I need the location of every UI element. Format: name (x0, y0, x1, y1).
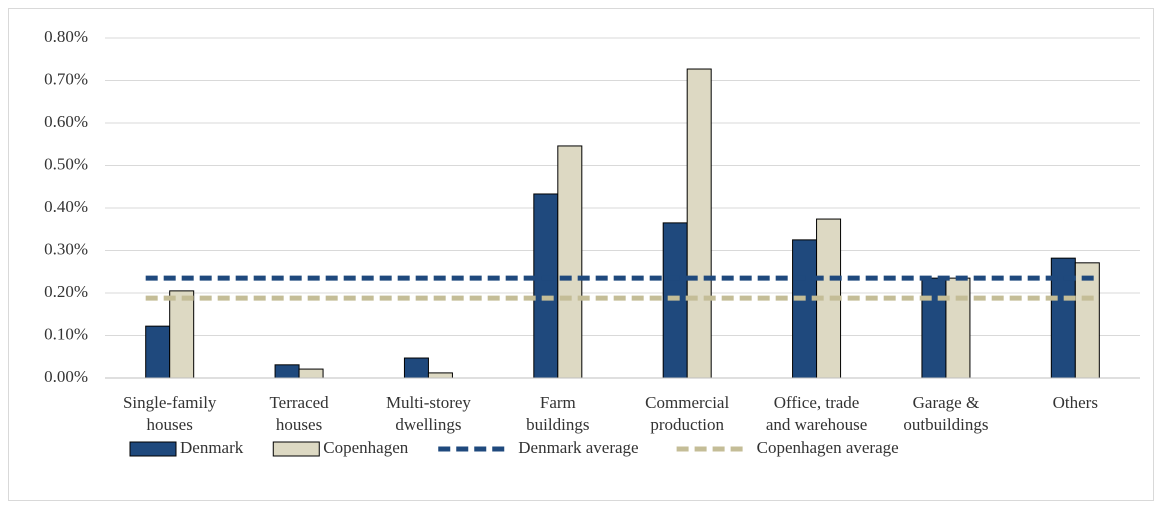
bar (557, 145, 583, 379)
x-tick-label-box: Multi-storey dwellings (385, 393, 471, 434)
bar (686, 68, 712, 379)
x-tick-label: Single-family houses (122, 393, 217, 434)
bar (298, 368, 324, 379)
bar (945, 277, 971, 379)
bar (427, 372, 453, 379)
legend-swatch (272, 441, 320, 457)
y-tick-label: 0.80% (44, 27, 88, 46)
x-tick-label: Farm buildings (526, 393, 590, 434)
legend-label: Copenhagen (323, 438, 408, 457)
bar (274, 364, 300, 379)
y-tick-label: 0.20% (44, 282, 88, 301)
x-tick-label-box: Commercial production (645, 393, 730, 434)
x-tick-label-box: Farm buildings (526, 393, 590, 434)
x-tick-label-box: Garage & outbuildings (903, 393, 989, 434)
bar (921, 277, 947, 379)
x-tick-label: Commercial production (645, 393, 730, 434)
bar (403, 357, 429, 379)
y-tick-label: 0.60% (44, 112, 88, 131)
y-tick-label: 0.40% (44, 197, 88, 216)
x-tick-label-box: Office, trade and warehouse (765, 393, 868, 434)
legend-label: Denmark average (518, 438, 638, 457)
bar (533, 193, 559, 379)
bar (792, 239, 818, 379)
y-tick-label: 0.70% (44, 69, 88, 88)
bar (145, 325, 171, 379)
x-tick-label-box: Terraced houses (269, 393, 329, 434)
legend-label: Copenhagen average (757, 438, 899, 457)
y-tick-label: 0.30% (44, 239, 88, 258)
legend-label: Denmark (180, 438, 244, 457)
y-tick-label: 0.00% (44, 367, 88, 386)
x-tick-label: Office, trade and warehouse (765, 393, 868, 434)
x-tick-label-box: Single-family houses (122, 393, 217, 434)
bar (169, 290, 195, 379)
x-tick-label-box: Others (1052, 393, 1098, 412)
x-tick-label: Multi-storey dwellings (385, 393, 471, 434)
x-tick-label: Garage & outbuildings (903, 393, 989, 434)
y-tick-label: 0.10% (44, 324, 88, 343)
x-tick-label: Others (1052, 393, 1098, 412)
legend-swatch (129, 441, 177, 457)
x-tick-label: Terraced houses (269, 393, 329, 434)
y-tick-label: 0.50% (44, 154, 88, 173)
